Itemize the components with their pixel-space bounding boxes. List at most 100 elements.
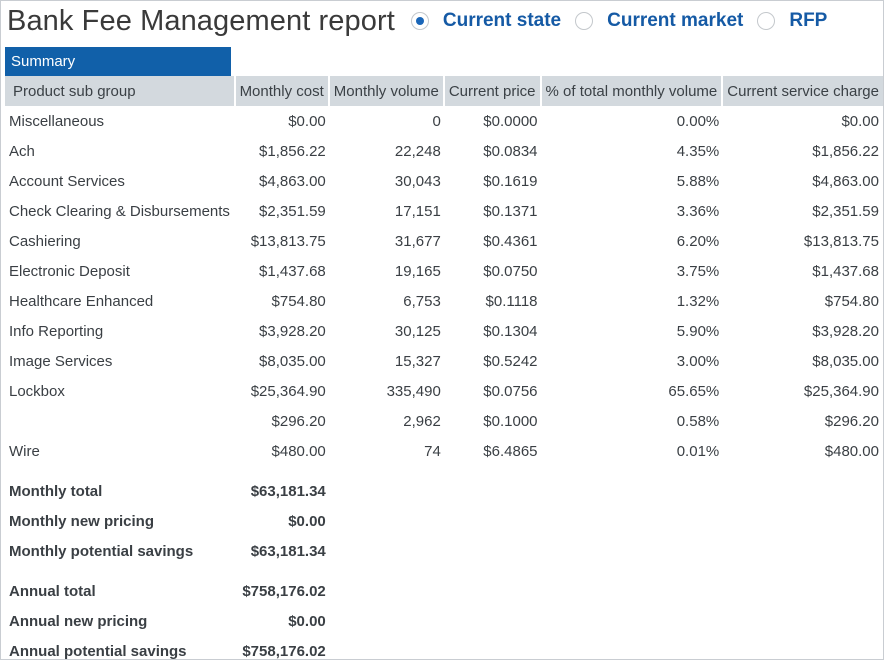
radio-label-current-state[interactable]: Current state [442, 10, 562, 31]
monthly-cost-cell: $4,863.00 [259, 172, 326, 190]
current-service-charge-cell: $2,351.59 [812, 202, 879, 220]
current-service-charge-cell: $1,856.22 [812, 142, 879, 160]
current-price-cell: $0.5242 [483, 352, 538, 370]
empty-cell [330, 506, 883, 536]
current-price-cell: $0.0750 [483, 262, 538, 280]
column-header-pct-total-volume: % of total monthly volume [541, 76, 724, 106]
current-price-cell: $0.1619 [483, 172, 538, 190]
product-sub-group-cell: Check Clearing & Disbursements [9, 202, 230, 220]
total-label: Monthly potential savings [9, 542, 194, 560]
product-sub-group-cell: Image Services [9, 352, 113, 370]
current-service-charge-cell: $754.80 [824, 292, 879, 310]
column-header-product-sub-group: Product sub group [5, 76, 236, 106]
total-value: $758,176.02 [242, 642, 326, 660]
current-price-cell: $0.0000 [483, 112, 538, 130]
table-row: Account Services $4,863.00 30,043 $0.1619 5.… [5, 166, 883, 196]
table-row: Info Reporting $3,928.20 30,125 $0.1304 5.90… [5, 316, 883, 346]
column-header-monthly-volume: Monthly volume [329, 76, 445, 106]
total-row: Annual total $758,176.02 [5, 576, 883, 606]
current-price-cell: $0.0756 [483, 382, 538, 400]
monthly-volume-cell: 0 [432, 112, 441, 130]
monthly-volume-cell: 335,490 [386, 382, 441, 400]
monthly-volume-cell: 19,165 [394, 262, 441, 280]
pct-total-volume-cell: 6.20% [676, 232, 720, 250]
total-value: $63,181.34 [250, 542, 326, 560]
total-label: Annual new pricing [9, 612, 148, 630]
pct-total-volume-cell: 1.32% [676, 292, 720, 310]
radio-unchecked-icon[interactable] [757, 12, 776, 30]
total-row: Monthly potential savings $63,181.34 [5, 536, 883, 566]
monthly-cost-cell: $1,856.22 [259, 142, 326, 160]
table-row: $296.20 2,962 $0.1000 0.58% $296.20 [5, 406, 883, 436]
monthly-volume-cell: 22,248 [394, 142, 441, 160]
product-sub-group-cell: Miscellaneous [9, 112, 105, 130]
column-header-monthly-cost: Monthly cost [235, 76, 330, 106]
current-price-cell: $0.4361 [483, 232, 538, 250]
table-row: Check Clearing & Disbursements $2,351.59 1… [5, 196, 883, 226]
pct-total-volume-cell: 0.00% [676, 112, 720, 130]
radio-checked-icon[interactable] [410, 12, 429, 30]
monthly-cost-cell: $1,437.68 [259, 262, 326, 280]
radio-current-market[interactable]: Current market [575, 10, 743, 32]
table-row: Cashiering $13,813.75 31,677 $0.4361 6.20% $1… [5, 226, 883, 256]
total-value: $0.00 [288, 612, 326, 630]
table-row: Ach $1,856.22 22,248 $0.0834 4.35% $1,856.22 [5, 136, 883, 166]
empty-cell [330, 536, 883, 566]
empty-cell [330, 476, 883, 506]
total-label: Monthly total [9, 482, 103, 500]
table-row: Healthcare Enhanced $754.80 6,753 $0.1118 1.… [5, 286, 883, 316]
column-header-current-service-charge: Current service charge [723, 76, 883, 106]
product-sub-group-cell: Info Reporting [9, 322, 104, 340]
tab-summary[interactable]: Summary [5, 46, 231, 76]
empty-cell [330, 576, 883, 606]
spacer-row [5, 466, 883, 476]
total-row: Monthly total $63,181.34 [5, 476, 883, 506]
tab-row: Summary [5, 46, 883, 76]
pct-total-volume-cell: 3.36% [676, 202, 720, 220]
pct-total-volume-cell: 0.01% [676, 442, 720, 460]
total-label: Annual potential savings [9, 642, 187, 660]
monthly-volume-cell: 6,753 [403, 292, 441, 310]
current-service-charge-cell: $3,928.20 [812, 322, 879, 340]
table-row: Electronic Deposit $1,437.68 19,165 $0.0750… [5, 256, 883, 286]
empty-cell [330, 606, 883, 636]
monthly-cost-cell: $480.00 [271, 442, 326, 460]
current-service-charge-cell: $13,813.75 [803, 232, 879, 250]
monthly-volume-cell: 30,043 [394, 172, 441, 190]
monthly-volume-cell: 17,151 [394, 202, 441, 220]
current-price-cell: $0.1000 [483, 412, 538, 430]
current-service-charge-cell: $25,364.90 [803, 382, 879, 400]
current-service-charge-cell: $480.00 [824, 442, 879, 460]
monthly-cost-cell: $8,035.00 [259, 352, 326, 370]
current-price-cell: $0.1118 [485, 292, 538, 310]
radio-unchecked-icon[interactable] [575, 12, 594, 30]
column-header-current-price: Current price [444, 76, 542, 106]
monthly-volume-cell: 15,327 [394, 352, 441, 370]
table-row: Miscellaneous $0.00 0 $0.0000 0.00% $0.00 [5, 106, 883, 136]
total-value: $0.00 [288, 512, 326, 530]
radio-current-state[interactable]: Current state [410, 10, 562, 32]
radio-label-current-market[interactable]: Current market [607, 10, 744, 31]
current-price-cell: $6.4865 [483, 442, 538, 460]
current-service-charge-cell: $296.20 [824, 412, 879, 430]
pct-total-volume-cell: 65.65% [668, 382, 720, 400]
product-sub-group-cell: Account Services [9, 172, 125, 190]
spacer-cell [5, 566, 883, 576]
total-label: Annual total [9, 582, 96, 600]
product-sub-group-cell: Healthcare Enhanced [9, 292, 154, 310]
radio-rfp[interactable]: RFP [757, 10, 827, 32]
page-title: Bank Fee Management report [7, 4, 395, 37]
radio-label-rfp[interactable]: RFP [789, 10, 828, 31]
current-price-cell: $0.1304 [483, 322, 538, 340]
product-sub-group-cell: Lockbox [9, 382, 65, 400]
pct-total-volume-cell: 4.35% [676, 142, 720, 160]
monthly-cost-cell: $25,364.90 [250, 382, 326, 400]
monthly-cost-cell: $0.00 [288, 112, 326, 130]
monthly-cost-cell: $3,928.20 [259, 322, 326, 340]
summary-table: Summary Product sub group Monthly cost M… [5, 46, 883, 660]
total-value: $758,176.02 [242, 582, 326, 600]
pct-total-volume-cell: 5.88% [676, 172, 720, 190]
product-sub-group-cell: Ach [9, 142, 35, 160]
pct-total-volume-cell: 3.00% [676, 352, 720, 370]
